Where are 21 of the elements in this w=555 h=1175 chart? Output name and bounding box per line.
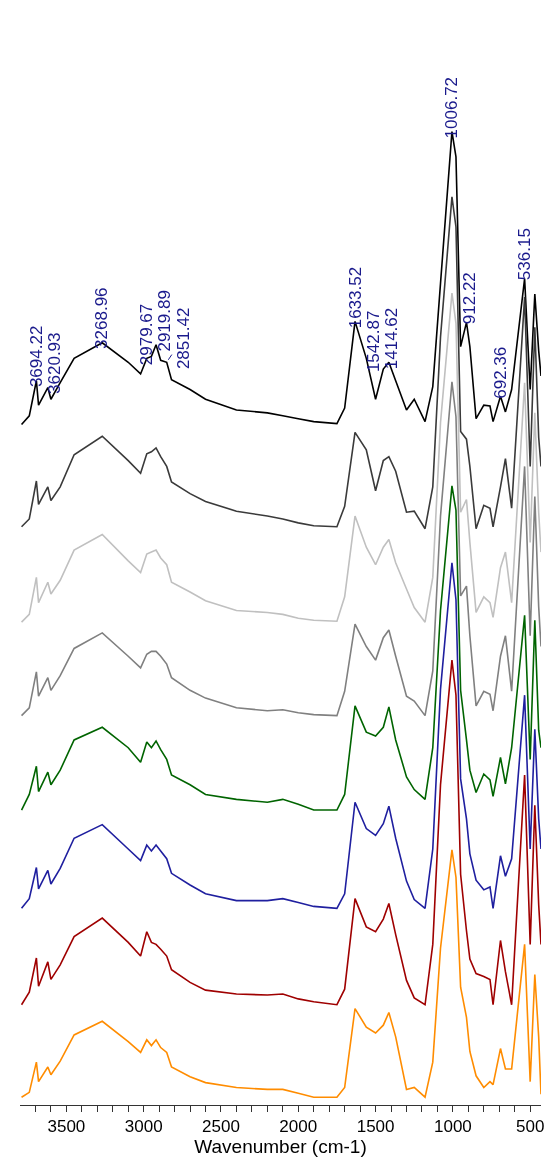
annotation: 2979.67 xyxy=(137,303,157,366)
x-tick-label: 2500 xyxy=(202,1117,240,1137)
x-tick-label: 1000 xyxy=(433,1117,472,1137)
annotation: 912.22 xyxy=(460,272,480,325)
x-tick-label: 3000 xyxy=(124,1117,163,1137)
x-tick-label: 3500 xyxy=(47,1117,86,1137)
annotation: 1006.72 xyxy=(442,76,462,139)
annotation: 1633.52 xyxy=(345,266,365,329)
annotation: 692.36 xyxy=(491,346,511,399)
x-tick-label: 1500 xyxy=(356,1117,395,1137)
annotation: 536.15 xyxy=(515,228,535,281)
annotation: 2919.89 xyxy=(155,290,175,352)
annotation: 3694.22 xyxy=(26,325,46,388)
x-axis-title: Wavenumber (cm-1) xyxy=(194,1136,367,1158)
annotation: 1542.87 xyxy=(363,310,383,373)
x-tick-label: 500 xyxy=(515,1117,545,1137)
annotation: 1414.62 xyxy=(381,307,401,370)
x-tick-label: 2000 xyxy=(279,1117,318,1137)
annotation: 2851.42 xyxy=(173,307,193,370)
annotation: 3268.96 xyxy=(92,287,112,349)
annotation: 3620.93 xyxy=(44,332,64,394)
